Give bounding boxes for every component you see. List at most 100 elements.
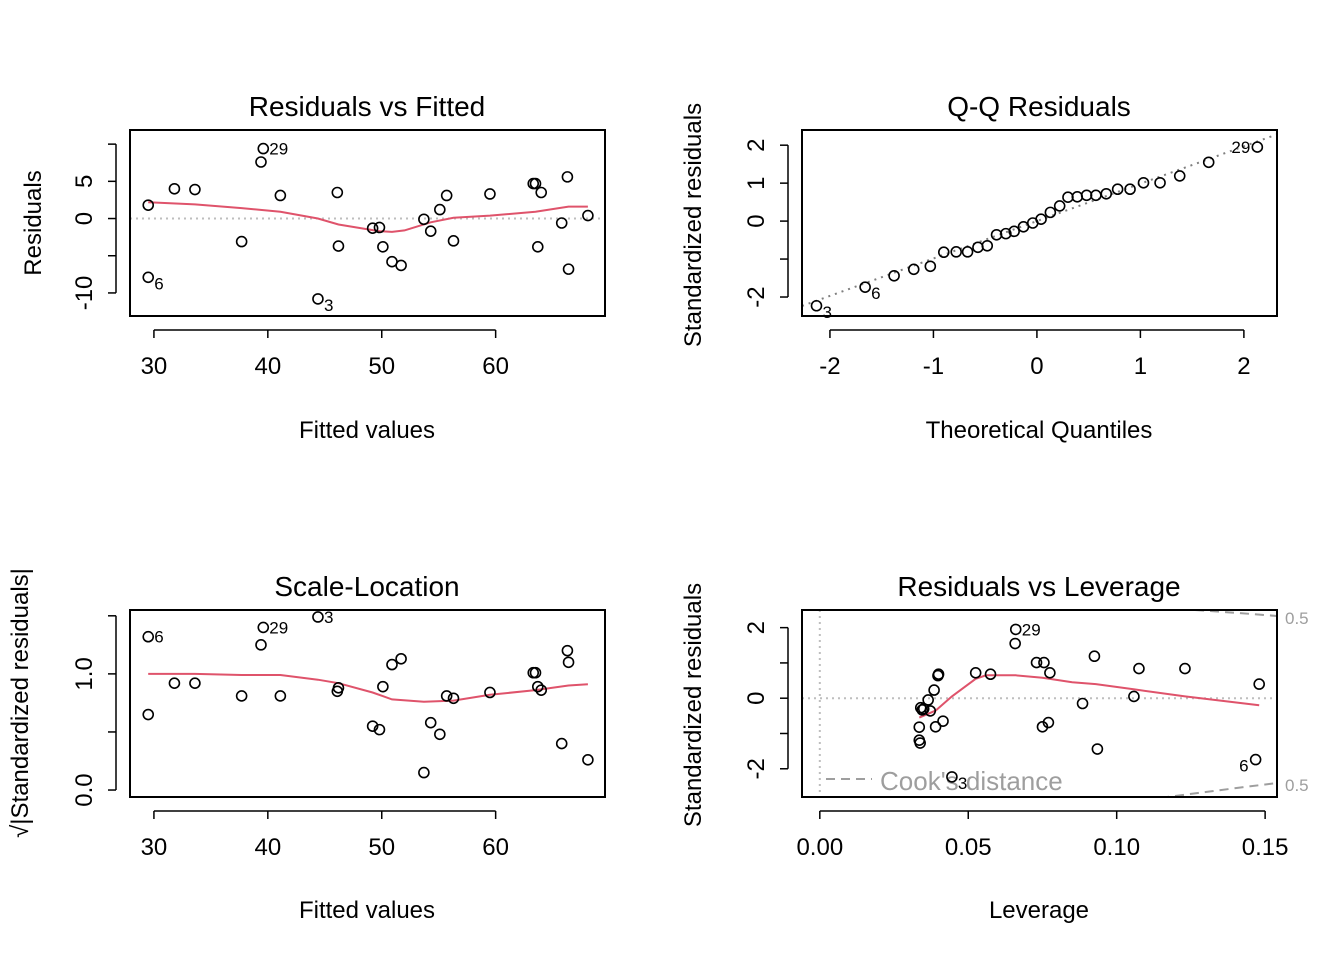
- data-point: [142, 271, 155, 284]
- data-point: [434, 728, 446, 741]
- data-point: [255, 156, 267, 168]
- panel-qq-residuals: Q-Q Residuals Theoretical Quantiles Stan…: [680, 91, 1278, 444]
- data-point: [1009, 623, 1022, 636]
- x-tick-label: 0: [1030, 353, 1043, 380]
- x-axis-label: Fitted values: [299, 417, 435, 444]
- smooth-line: [148, 672, 588, 703]
- data-point: [257, 142, 270, 155]
- x-tick-label: 0.10: [1093, 834, 1140, 861]
- data-point: [1030, 656, 1043, 669]
- panel-scale-location: Scale-Location Fitted values √|Standardi…: [7, 568, 606, 924]
- data-point: [235, 235, 248, 248]
- y-axis-label: Standardized residuals: [680, 103, 707, 347]
- data-point: [1091, 743, 1104, 755]
- data-point: [929, 720, 942, 733]
- x-tick-label: 60: [482, 834, 509, 861]
- data-point: [924, 260, 937, 273]
- data-point: [424, 225, 437, 237]
- data-point: [1202, 156, 1215, 169]
- cooks-distance-legend: Cook's distance: [880, 766, 1063, 796]
- data-point: [961, 246, 974, 258]
- data-point: [937, 246, 950, 259]
- y-tick-label: 2: [743, 139, 770, 152]
- data-point: [235, 690, 248, 702]
- data-point: [969, 667, 982, 679]
- data-point: [917, 702, 930, 715]
- data-point: [1111, 183, 1124, 196]
- data-point: [1100, 187, 1113, 200]
- data-point: [1053, 200, 1066, 212]
- data-point: [1173, 170, 1186, 182]
- data-point: [168, 677, 181, 689]
- cooks-contour-label: 0.5: [1285, 609, 1309, 628]
- data-point: [1128, 690, 1140, 703]
- data-point: [859, 281, 871, 293]
- data-point: [484, 686, 496, 699]
- chart-title: Residuals vs Fitted: [249, 91, 486, 122]
- data-point: [1035, 213, 1047, 226]
- data-point: [914, 737, 926, 749]
- data-point: [1133, 662, 1145, 675]
- x-axis-label: Leverage: [989, 897, 1089, 924]
- data-point: [937, 715, 949, 727]
- x-tick-label: 60: [482, 353, 509, 380]
- data-point: [1000, 227, 1012, 240]
- x-tick-label: -2: [819, 353, 840, 380]
- data-point: [1062, 191, 1074, 203]
- point-label: 6: [871, 284, 880, 303]
- data-point: [189, 183, 201, 196]
- data-point: [916, 704, 929, 716]
- plot-area: [148, 672, 588, 703]
- data-point: [984, 668, 997, 681]
- data-point: [1076, 697, 1089, 710]
- data-point: [1008, 225, 1020, 238]
- point-label: 3: [822, 303, 831, 322]
- chart-title: Q-Q Residuals: [947, 91, 1131, 122]
- data-point: [331, 186, 344, 199]
- data-point: [1042, 716, 1055, 729]
- plot-frame: [801, 609, 1278, 798]
- point-label: 29: [269, 618, 288, 637]
- data-point: [142, 708, 155, 721]
- point-label: 6: [1239, 757, 1248, 776]
- data-point: [484, 188, 496, 200]
- y-tick-label: -10: [71, 276, 98, 311]
- data-point: [972, 241, 984, 254]
- data-point: [1124, 183, 1136, 196]
- panel-residuals-vs-fitted: Residuals vs Fitted Fitted values Residu…: [20, 91, 606, 444]
- data-point: [447, 235, 460, 247]
- plot-area: [802, 133, 1277, 307]
- qq-reference-line: [802, 133, 1277, 307]
- data-point: [274, 189, 287, 202]
- data-point: [142, 199, 155, 211]
- y-axis-label: Residuals: [20, 170, 47, 275]
- data-point: [1080, 189, 1093, 202]
- y-tick-label: 0: [71, 212, 98, 225]
- data-point: [440, 189, 453, 202]
- data-point: [981, 239, 994, 252]
- data-point: [366, 720, 379, 732]
- data-point: [950, 246, 962, 258]
- data-point: [1009, 637, 1021, 650]
- data-point: [1044, 667, 1056, 679]
- y-tick-label: 0.0: [71, 773, 98, 806]
- chart-title: Residuals vs Leverage: [897, 571, 1180, 602]
- data-point: [395, 652, 407, 665]
- data-point: [1253, 678, 1265, 690]
- data-point: [555, 217, 568, 229]
- cooks-distance-contour-lower: [1159, 782, 1277, 797]
- chart-title: Scale-Location: [274, 571, 459, 602]
- data-point: [274, 690, 287, 702]
- data-point: [529, 666, 542, 679]
- data-point: [531, 241, 544, 253]
- data-point: [562, 263, 575, 275]
- data-point: [395, 259, 407, 272]
- point-label: 29: [1022, 620, 1041, 639]
- data-point: [888, 269, 900, 282]
- data-point: [932, 668, 945, 681]
- data-point: [1044, 206, 1057, 219]
- data-point: [373, 221, 386, 234]
- data-point: [168, 182, 181, 195]
- data-point: [1088, 650, 1101, 663]
